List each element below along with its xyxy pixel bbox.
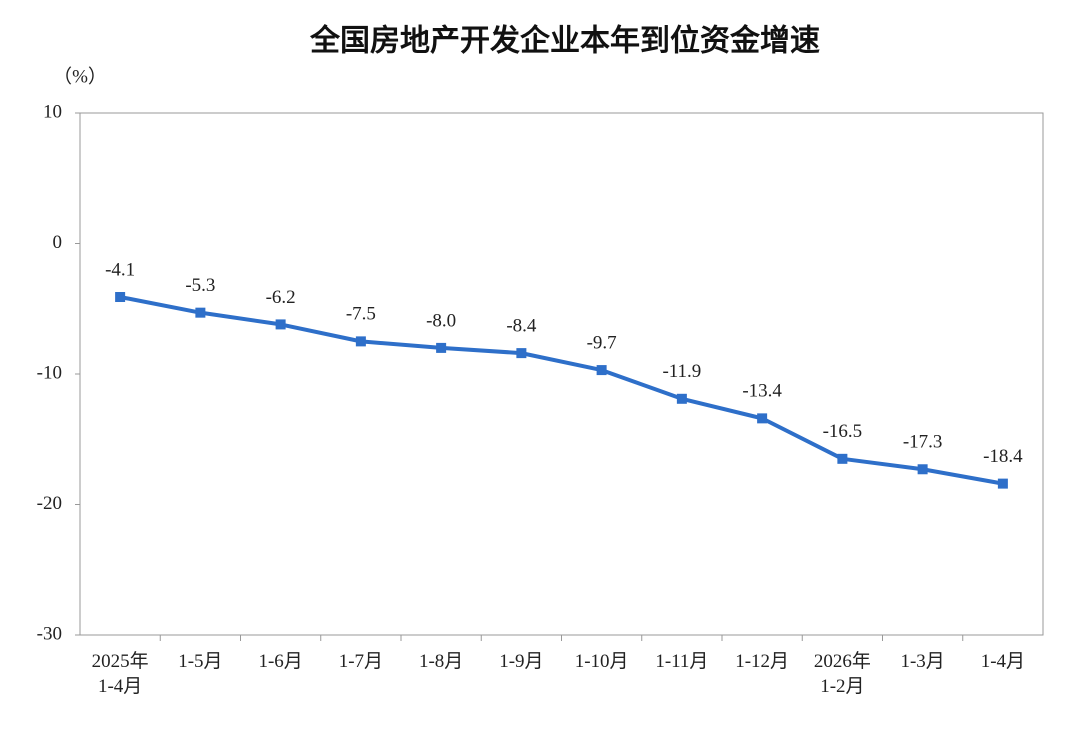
point xyxy=(917,464,928,475)
x-tick-label: 1-11月 xyxy=(655,651,708,672)
plot-frame xyxy=(79,112,1044,636)
y-tick-label: 0 xyxy=(53,232,63,253)
x-tick-label: 1-5月 xyxy=(178,651,222,672)
x-tick-label: 1-8月 xyxy=(419,651,463,672)
data-label: -16.5 xyxy=(823,421,863,442)
y-tick-label: -20 xyxy=(37,493,62,514)
data-label: -17.3 xyxy=(903,432,943,453)
data-label: -6.2 xyxy=(266,287,296,308)
data-label: -9.7 xyxy=(587,332,617,353)
point xyxy=(115,292,126,303)
point xyxy=(596,365,607,376)
data-label: -8.0 xyxy=(426,310,456,331)
point xyxy=(275,319,286,330)
y-tick-label: 10 xyxy=(43,101,62,122)
x-tick-label: 1-12月 xyxy=(735,651,789,672)
x-tick-label: 1-7月 xyxy=(339,651,383,672)
point xyxy=(676,393,687,404)
x-tick-label: 1-9月 xyxy=(499,651,543,672)
chart-title: 全国房地产开发企业本年到位资金增速 xyxy=(309,24,820,59)
data-label: -8.4 xyxy=(506,315,537,336)
y-unit: （%） xyxy=(53,65,107,87)
x-tick-label: 1-6月 xyxy=(258,651,302,672)
data-label: -13.4 xyxy=(742,381,782,402)
data-label: -4.1 xyxy=(105,259,135,280)
line xyxy=(119,295,1004,486)
x-tick-label: 2026年 1-2月 xyxy=(814,650,871,697)
point xyxy=(837,453,848,464)
x-tick-label: 2025年 1-4月 xyxy=(92,650,149,697)
data-label: -7.5 xyxy=(346,304,376,325)
point xyxy=(757,413,768,424)
point xyxy=(195,307,206,318)
data-label: -11.9 xyxy=(662,361,701,382)
x-tick-label: 1-3月 xyxy=(900,651,944,672)
point xyxy=(436,342,447,353)
x-tick-label: 1-10月 xyxy=(575,651,629,672)
data-label: -18.4 xyxy=(983,446,1023,467)
data-label: -5.3 xyxy=(185,275,215,296)
point xyxy=(997,478,1008,489)
point xyxy=(355,336,366,347)
y-tick-label: -10 xyxy=(37,362,62,383)
x-tick-label: 1-4月 xyxy=(981,651,1025,672)
point xyxy=(516,348,527,359)
y-tick-label: -30 xyxy=(37,623,62,644)
